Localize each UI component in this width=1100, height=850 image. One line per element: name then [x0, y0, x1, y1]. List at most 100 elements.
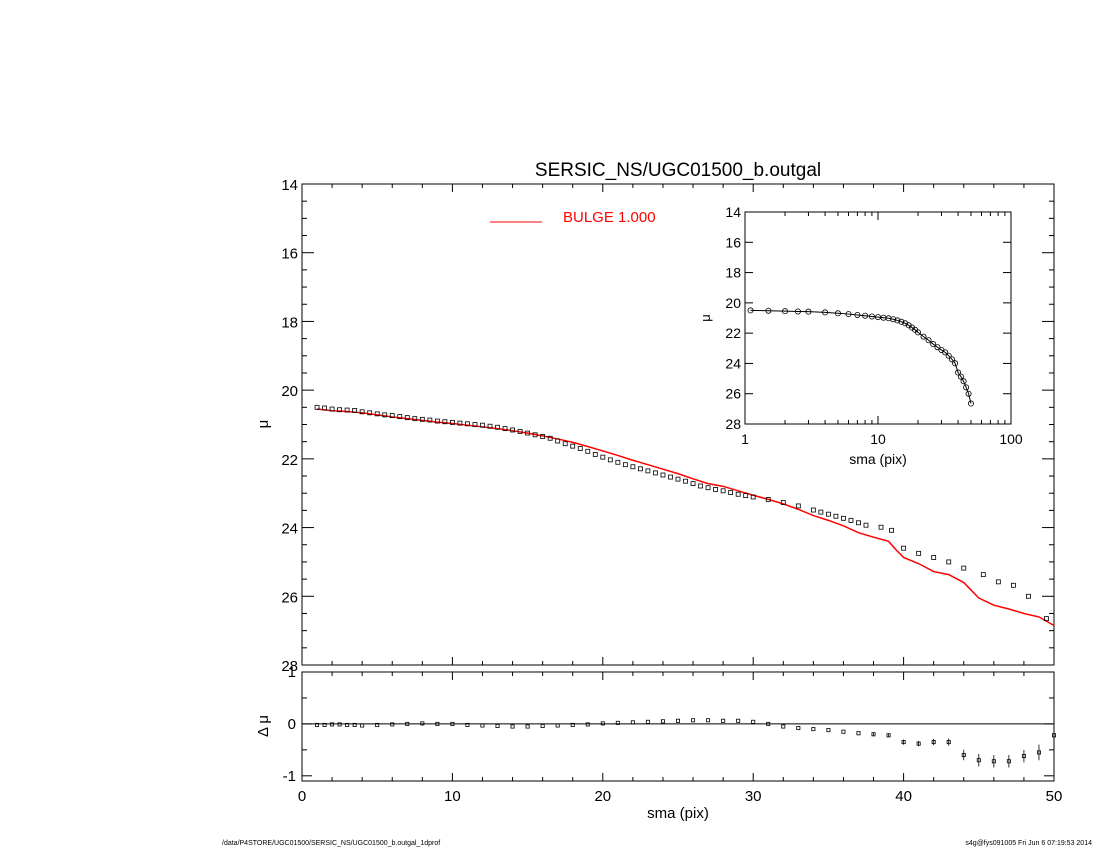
data-points-group [314, 404, 1049, 622]
data-point [713, 487, 718, 492]
residual-point [841, 729, 846, 734]
data-point [615, 459, 621, 465]
inset-profile-line [750, 309, 972, 404]
inset-y-tick-label: 16 [725, 234, 741, 250]
residual-point [796, 726, 801, 731]
bulge-model-line-group [316, 408, 1055, 627]
residual-point [352, 722, 357, 727]
data-point [961, 565, 967, 571]
inset-point [902, 320, 909, 327]
main-y-tick-label: 22 [281, 452, 298, 469]
data-point [472, 422, 478, 427]
data-point [743, 493, 749, 499]
data-point [517, 428, 523, 434]
inset-x-tick-label: 10 [870, 431, 886, 447]
data-point [502, 426, 508, 432]
residual-point [405, 721, 410, 726]
data-point [600, 454, 606, 460]
main-profile-panel: SERSIC_NS/UGC01500_b.outgal 14 16 18 20 22 24… [255, 160, 1055, 675]
data-point [818, 509, 824, 515]
residual-point [615, 720, 620, 725]
data-point [465, 421, 470, 427]
residual-point [360, 723, 365, 728]
data-point [630, 464, 636, 470]
residual-point [337, 722, 342, 727]
residual-y-tick-label: -1 [283, 768, 296, 785]
data-point [901, 545, 906, 551]
residual-points-group [315, 718, 1057, 768]
inset-point [945, 352, 952, 359]
inset-point [890, 316, 897, 323]
residual-point [1052, 733, 1057, 738]
data-point [841, 515, 846, 521]
residual-panel: 10-1 0 10 20 30 40 50 Δ μ sma (pix) [255, 664, 1062, 822]
data-point [382, 412, 388, 418]
main-y-tick-label: 26 [281, 589, 298, 606]
residual-plot-frame [301, 671, 1055, 782]
inset-point [942, 349, 949, 356]
residual-point [886, 733, 891, 738]
chart-title: SERSIC_NS/UGC01500_b.outgal [535, 160, 821, 181]
data-point [848, 517, 854, 523]
residual-point [480, 723, 485, 728]
inset-point [957, 373, 964, 380]
x-tick-label: 40 [895, 788, 912, 805]
data-point [1026, 593, 1031, 599]
inset-x-axis-label: sma (pix) [849, 451, 907, 467]
inset-point [960, 378, 967, 385]
legend-label: BULGE 1.000 [563, 209, 656, 226]
residual-point [736, 718, 741, 723]
residual-point [781, 724, 786, 729]
x-tick-labels: 0 10 20 30 40 50 [298, 788, 1063, 805]
data-point [735, 491, 741, 497]
inset-point [930, 341, 937, 348]
footer-timestamp: s4g@fys091005 Fri Jun 6 07:19:53 2014 [965, 840, 1092, 847]
residual-point [856, 731, 861, 736]
inset-y-tick-label: 18 [725, 265, 741, 281]
inset-point [965, 390, 972, 397]
residual-point [375, 722, 380, 727]
inset-y-tick-label: 14 [725, 204, 741, 220]
data-point [555, 438, 561, 444]
data-point [487, 423, 493, 429]
residual-point [600, 721, 605, 726]
data-point [645, 468, 651, 474]
residual-point [330, 722, 335, 727]
inset-point [948, 356, 955, 363]
inset-point [920, 333, 927, 340]
data-point [780, 500, 786, 505]
data-point [314, 404, 320, 410]
data-point [570, 443, 576, 449]
inset-point [894, 317, 901, 324]
data-point [653, 470, 658, 476]
main-y-tick-label: 24 [281, 521, 298, 538]
x-tick-label: 50 [1046, 788, 1063, 805]
footer-file-path: /data/P4STORE/UGC01500/SERSIC_NS/UGC0150… [222, 840, 441, 847]
residual-point [1006, 759, 1011, 764]
residual-point [585, 722, 590, 727]
main-y-tick-label: 16 [281, 246, 298, 263]
residual-point [721, 718, 726, 723]
residual-point [660, 719, 665, 724]
data-point [668, 474, 673, 480]
data-point [698, 483, 703, 489]
residual-point [766, 721, 771, 726]
data-point [427, 417, 433, 423]
data-point [540, 434, 546, 439]
data-point [980, 572, 986, 578]
data-point [1010, 582, 1016, 588]
data-point [389, 413, 395, 418]
data-point [916, 550, 922, 556]
data-point [532, 432, 538, 438]
data-point [690, 481, 696, 486]
data-point [397, 414, 403, 419]
residual-point [322, 722, 327, 727]
main-y-tick-label: 18 [281, 314, 298, 331]
inset-point [782, 308, 789, 315]
residual-point [420, 721, 425, 726]
residual-point [976, 758, 981, 763]
residual-y-axis-label: Δ μ [255, 715, 272, 737]
data-point [337, 407, 343, 413]
data-point [720, 488, 726, 494]
